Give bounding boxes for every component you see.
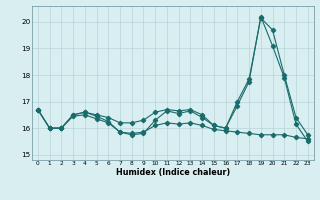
X-axis label: Humidex (Indice chaleur): Humidex (Indice chaleur) <box>116 168 230 177</box>
